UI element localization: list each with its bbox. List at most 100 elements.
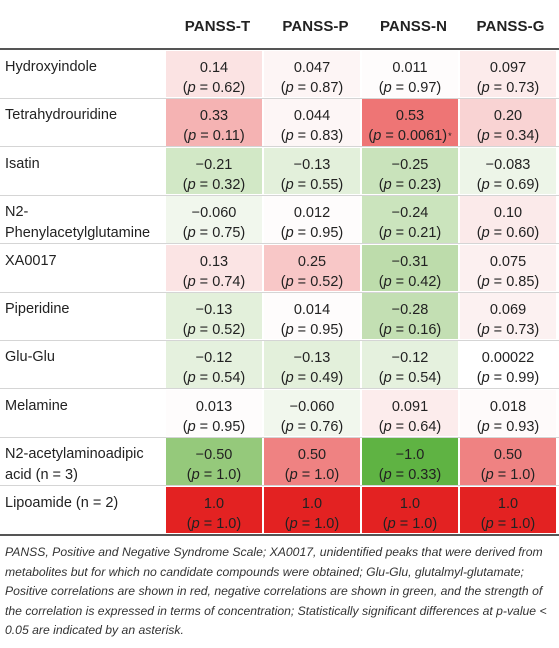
correlation-cell: −0.13 (p = 0.55)	[264, 147, 360, 195]
correlation-cell: −0.060 (p = 0.76)	[264, 389, 360, 437]
correlation-cell: −0.24 (p = 0.21)	[362, 196, 458, 243]
p-value-number: 0.54	[212, 370, 241, 387]
correlation-cell: 1.0 (p = 1.0)	[166, 486, 262, 533]
correlation-value: 0.069	[489, 302, 527, 318]
correlation-cell: 0.091 (p = 0.64)	[362, 389, 458, 437]
row-label: Melamine	[5, 397, 68, 414]
p-value-number: 0.11	[212, 128, 240, 145]
correlation-value: −0.12	[195, 350, 233, 367]
correlation-value: 0.012	[293, 205, 331, 222]
correlation-value: 0.075	[489, 253, 527, 270]
row-label: Tetrahydrouridine	[5, 107, 118, 124]
header-panss-p: PANSS-P	[282, 18, 349, 35]
row-label: Lipoamide (n = 2)	[5, 494, 119, 511]
p-value: (p = 1.0)	[284, 515, 340, 532]
row-separator	[0, 388, 559, 390]
row-separator	[0, 291, 559, 293]
p-value-number: 0.54	[408, 370, 437, 387]
correlation-cell: −1.0 (p = 0.33)	[362, 438, 458, 485]
row-label: Isatin	[5, 155, 40, 172]
correlation-value: −0.083	[485, 156, 531, 173]
correlation-value: 0.011	[392, 60, 428, 76]
p-value-number: 1.0	[412, 515, 433, 532]
correlation-value: 0.10	[493, 205, 523, 222]
table-row: Hydroxyindole 0.14 (p = 0.62) 0.047 (p = 0.8…	[0, 50, 559, 98]
p-value-number: 0.33	[408, 467, 437, 484]
correlation-cell: −0.13 (p = 0.49)	[264, 341, 360, 388]
table-row: XA0017 0.13 (p = 0.74) 0.25 (p = 0.52) −0.31 (…	[0, 244, 559, 292]
correlation-value: 1.0	[301, 495, 323, 512]
p-value-number: 0.23	[408, 176, 437, 193]
correlation-value: 0.20	[493, 108, 523, 125]
p-value: (p = 1.0)	[382, 515, 438, 532]
correlation-cell: −0.083 (p = 0.69)	[460, 147, 556, 195]
p-value-number: 0.52	[310, 273, 339, 290]
row-separator	[0, 97, 559, 99]
p-value: (p = 0.0061)*	[368, 128, 452, 145]
correlation-value: 1.0	[399, 495, 421, 512]
correlation-value: 0.091	[391, 398, 429, 415]
p-value-number: 0.69	[506, 176, 535, 193]
correlation-cell: 0.50 (p = 1.0)	[460, 438, 556, 485]
correlation-cell: 0.018 (p = 0.93)	[460, 389, 556, 437]
p-value: (p = 0.33)	[378, 467, 442, 484]
correlation-cell: 0.012 (p = 0.95)	[264, 196, 360, 243]
correlation-value: 0.044	[293, 108, 331, 125]
correlation-value: −0.31	[391, 253, 429, 270]
row-label: Hydroxyindole	[5, 59, 97, 75]
row-separator	[0, 194, 559, 196]
p-value: (p = 0.54)	[182, 370, 246, 387]
p-value-number: 0.16	[408, 322, 437, 338]
significance-asterisk: *	[448, 131, 452, 142]
p-value-number: 0.95	[310, 225, 339, 242]
correlation-value: −0.24	[391, 205, 429, 222]
p-value: (p = 0.75)	[182, 225, 246, 242]
p-value-number: 0.60	[506, 225, 535, 242]
correlation-value: 0.047	[293, 60, 331, 76]
correlation-cell: 0.53 (p = 0.0061)*	[362, 99, 458, 146]
p-value-number: 0.85	[506, 273, 535, 290]
p-value-number: 0.74	[212, 273, 241, 290]
correlation-value: 0.50	[297, 447, 327, 464]
correlation-cell: 0.044 (p = 0.83)	[264, 99, 360, 146]
p-value-number: 0.42	[408, 273, 437, 290]
p-value-number: 1.0	[216, 515, 237, 532]
correlation-value: 0.014	[293, 302, 331, 318]
p-value-number: 1.0	[216, 467, 237, 484]
table-footnote: PANSS, Positive and Negative Syndrome Sc…	[5, 545, 547, 638]
correlation-value: 1.0	[497, 495, 519, 512]
p-value-number: 0.95	[212, 418, 241, 435]
correlation-value: −0.21	[195, 156, 233, 173]
p-value: (p = 0.55)	[280, 176, 344, 193]
correlation-cell: 0.047 (p = 0.87)	[264, 51, 360, 98]
correlation-cell: −0.28 (p = 0.16)	[362, 293, 458, 340]
p-value: (p = 0.49)	[280, 370, 344, 387]
p-value: (p = 1.0)	[186, 467, 242, 484]
row-label: XA0017	[5, 252, 57, 269]
p-value-number: 1.0	[314, 467, 335, 484]
correlation-value: 0.018	[489, 398, 527, 415]
p-value: (p = 0.52)	[280, 273, 344, 290]
correlation-cell: 0.011 (p = 0.97)	[362, 51, 458, 98]
p-value-number: 0.76	[310, 418, 339, 435]
table-header: PANSS-T PANSS-P PANSS-N PANSS-G	[0, 0, 559, 50]
p-value-number: 0.64	[408, 418, 437, 435]
p-value-number: 0.95	[310, 322, 339, 338]
p-value: (p = 0.60)	[476, 225, 540, 242]
correlation-cell: −0.13 (p = 0.52)	[166, 293, 262, 340]
correlation-cell: 0.13 (p = 0.74)	[166, 244, 262, 291]
p-value: (p = 0.23)	[378, 176, 442, 193]
correlation-cell: 0.00022 (p = 0.99)	[460, 341, 556, 388]
table-row: Piperidine −0.13 (p = 0.52) 0.014 (p = 0.95)…	[0, 292, 559, 340]
row-label: Piperidine	[5, 301, 70, 317]
p-value-number: 0.0061	[397, 128, 443, 145]
p-value: (p = 0.64)	[378, 418, 442, 435]
p-value-number: 1.0	[510, 515, 531, 532]
bottom-rule	[0, 534, 559, 536]
p-value: (p = 0.74)	[182, 273, 246, 290]
p-value: (p = 0.54)	[378, 370, 442, 387]
p-value: (p = 0.62)	[182, 80, 246, 96]
correlation-cell: −0.25 (p = 0.23)	[362, 147, 458, 195]
p-value: (p = 0.11)	[183, 128, 245, 145]
correlation-cell: 0.097 (p = 0.73)	[460, 51, 556, 98]
